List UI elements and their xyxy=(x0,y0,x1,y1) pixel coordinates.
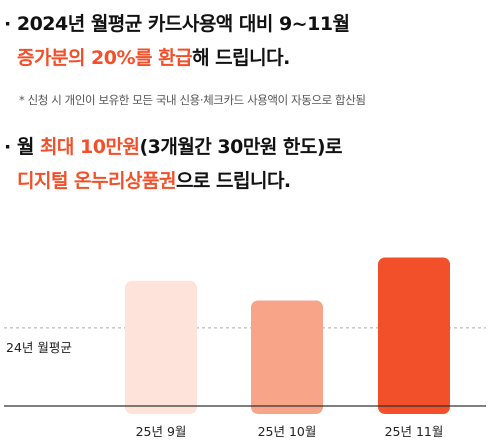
voucher-highlight: 디지털 온누리상품권 xyxy=(17,170,176,192)
promo-line-4-text: 으로 드립니다. xyxy=(175,170,291,192)
comparison-bar-chart: 24년 월평균 25년 9월 25년 10월 25년 11월 xyxy=(4,257,486,439)
bullet-dot: · xyxy=(4,136,11,158)
bar-3 xyxy=(378,257,450,414)
refund-highlight: 증가분의 20%를 환급 xyxy=(17,47,193,69)
promo-line-1: · 2024년 월평균 카드사용액 대비 9~11월 xyxy=(4,9,350,36)
reference-label: 24년 월평균 xyxy=(6,340,72,355)
max-amount-highlight: 최대 10만원 xyxy=(39,136,140,158)
promo-line-4: 디지털 온누리상품권으로 드립니다. xyxy=(17,166,291,193)
promo-line-2: 증가분의 20%를 환급해 드립니다. xyxy=(17,43,290,70)
x-tick-label: 25년 11월 xyxy=(385,424,444,439)
bullet-dot: · xyxy=(4,13,11,35)
bar-2 xyxy=(251,300,323,414)
footnote: * 신청 시 개인이 보유한 모든 국내 신용·체크카드 사용액이 자동으로 합… xyxy=(19,93,366,107)
promo-line-1-text: 2024년 월평균 카드사용액 대비 9~11월 xyxy=(16,13,350,35)
promo-line-2-text: 해 드립니다. xyxy=(192,47,290,69)
x-tick-label: 25년 10월 xyxy=(258,424,317,439)
x-tick-label: 25년 9월 xyxy=(136,424,187,439)
promo-line-3-prefix: 월 xyxy=(16,136,40,158)
promo-line-3-suffix: (3개월간 30만원 한도)로 xyxy=(139,136,343,158)
promo-line-3: · 월 최대 10만원(3개월간 30만원 한도)로 xyxy=(4,132,343,159)
bar-1 xyxy=(125,280,197,414)
